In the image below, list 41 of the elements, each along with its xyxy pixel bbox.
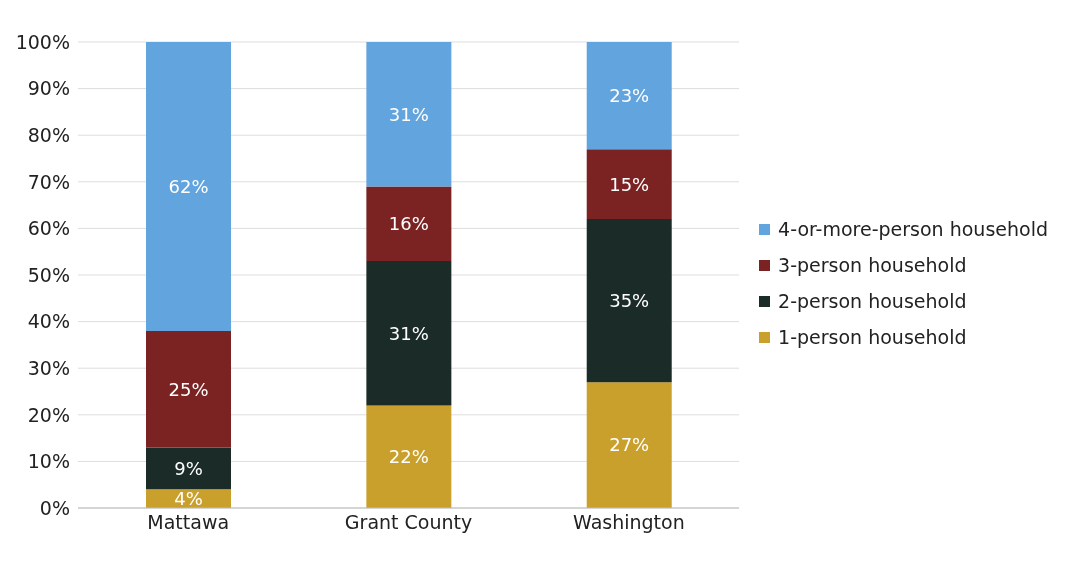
data-label: 23%: [609, 84, 650, 106]
y-tick-label: 80%: [27, 123, 70, 146]
y-tick-label: 30%: [27, 356, 70, 379]
bar: [586, 382, 672, 508]
x-tick-label: Grant County: [344, 511, 473, 534]
bar: [146, 42, 231, 331]
bar: [146, 447, 231, 490]
legend-label: 2-person household: [777, 290, 968, 312]
y-tick-label: 10%: [27, 450, 70, 473]
data-label: 16%: [388, 213, 429, 235]
legend-label: 3-person household: [777, 254, 968, 276]
data-label: 27%: [609, 434, 650, 456]
y-tick-label: 100%: [15, 30, 70, 53]
bar: [366, 186, 452, 262]
x-tick-label: Washington: [573, 511, 685, 534]
bar: [366, 42, 452, 187]
y-tick-label: 0%: [39, 496, 70, 519]
data-label: 25%: [168, 378, 209, 400]
legend-label: 4-or-more-person household: [777, 218, 1048, 240]
x-tick-label: Mattawa: [147, 511, 230, 534]
bar: [146, 330, 231, 448]
data-label: 62%: [168, 175, 209, 197]
data-label: 31%: [388, 322, 429, 344]
data-label: 31%: [388, 103, 429, 125]
y-tick-label: 70%: [27, 170, 70, 193]
y-tick-label: 50%: [27, 263, 70, 286]
bar: [366, 261, 452, 406]
data-label: 22%: [388, 446, 429, 468]
y-tick-label: 60%: [27, 217, 70, 240]
data-label: 4%: [174, 488, 203, 510]
y-tick-label: 90%: [27, 77, 70, 100]
bar: [366, 405, 452, 508]
bar: [586, 219, 672, 383]
y-tick-label: 40%: [27, 310, 70, 333]
data-label: 35%: [609, 290, 650, 312]
data-label: 15%: [609, 173, 650, 195]
data-label: 9%: [174, 457, 203, 479]
legend-label: 1-person household: [777, 326, 968, 348]
bar: [586, 42, 672, 150]
y-tick-label: 20%: [27, 403, 70, 426]
bar: [586, 149, 672, 220]
